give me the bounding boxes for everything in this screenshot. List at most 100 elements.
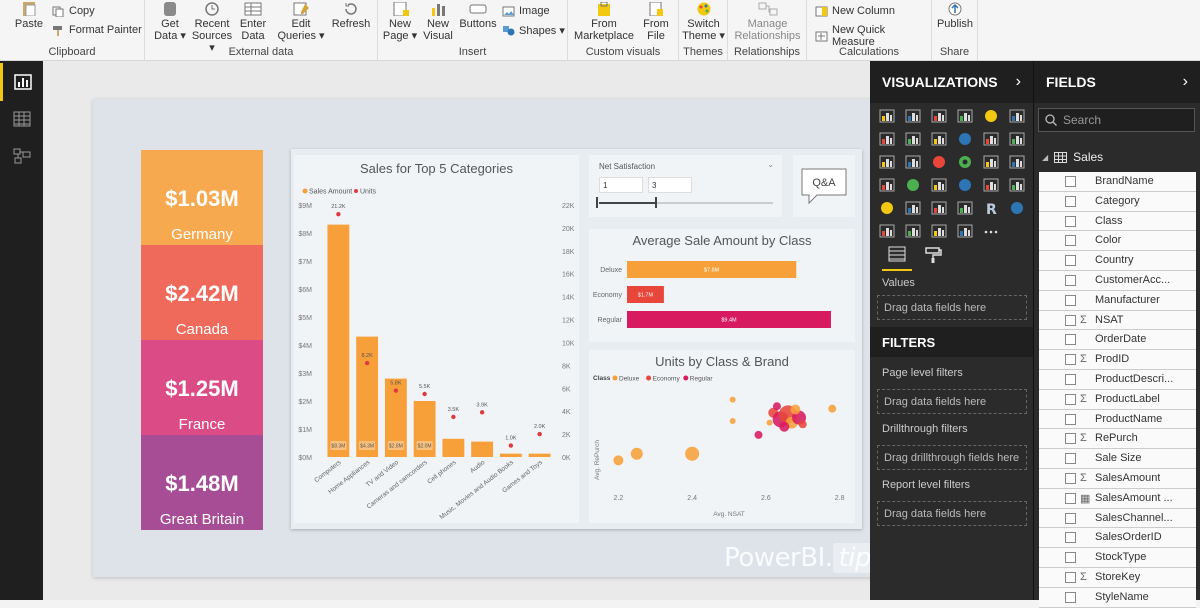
slicer-max-input[interactable]: 3 — [648, 177, 692, 193]
stacked-area-visual-icon[interactable] — [926, 128, 951, 150]
page-filters-drop-zone[interactable]: Drag data fields here — [877, 389, 1027, 414]
from-file-button[interactable]: From File — [638, 2, 674, 42]
multi-row-card-visual-icon[interactable] — [1004, 174, 1029, 196]
enter-data-button[interactable]: Enter Data — [237, 2, 269, 42]
field-checkbox[interactable] — [1065, 433, 1076, 445]
card-france[interactable]: $1.25M France — [141, 340, 263, 435]
field-item[interactable]: SalesOrderID — [1039, 528, 1196, 549]
clustered-column-visual-icon[interactable] — [952, 105, 977, 127]
format-painter-button[interactable]: Format Painter — [52, 24, 142, 36]
custom-3-visual-icon[interactable] — [926, 220, 951, 242]
point-units[interactable] — [364, 360, 370, 366]
field-item[interactable]: Σ ProdID — [1039, 350, 1196, 370]
field-checkbox[interactable] — [1065, 195, 1076, 207]
bar-sales-amount[interactable] — [356, 336, 379, 457]
chevron-down-icon[interactable]: ⌄ — [767, 160, 774, 169]
scatter-point[interactable] — [772, 402, 781, 411]
format-tab[interactable] — [918, 239, 948, 271]
scatter-visual-icon[interactable] — [900, 151, 925, 173]
field-item[interactable]: OrderDate — [1039, 330, 1196, 351]
bar-sales-amount[interactable] — [442, 438, 465, 457]
scatter-point[interactable] — [630, 447, 643, 460]
scatter-point[interactable] — [754, 430, 763, 439]
scatter-point[interactable] — [766, 419, 773, 426]
field-checkbox[interactable] — [1065, 492, 1076, 504]
field-checkbox[interactable] — [1065, 571, 1076, 583]
field-item[interactable]: ProductName — [1039, 409, 1196, 430]
buttons-button[interactable]: Buttons — [458, 2, 498, 30]
custom-2-visual-icon[interactable] — [900, 220, 925, 242]
bar-sales-amount[interactable] — [471, 441, 494, 457]
kpi-visual-icon[interactable] — [874, 197, 899, 219]
field-checkbox[interactable] — [1065, 512, 1076, 524]
scatter-point[interactable] — [685, 446, 700, 461]
data-view-button[interactable] — [0, 100, 43, 138]
copy-button[interactable]: Copy — [52, 5, 95, 17]
field-item[interactable]: BrandName — [1039, 172, 1196, 192]
field-checkbox[interactable] — [1065, 235, 1076, 247]
field-checkbox[interactable] — [1065, 373, 1076, 385]
bar-sales-amount[interactable] — [499, 453, 522, 457]
paste-button[interactable]: Paste — [12, 2, 46, 30]
scatter-point[interactable] — [790, 404, 801, 415]
bar-avg-sale[interactable] — [627, 286, 664, 303]
point-units[interactable] — [422, 391, 427, 397]
card-germany[interactable]: $1.03M Germany — [141, 150, 263, 245]
clustered-bar-visual-icon[interactable] — [926, 105, 951, 127]
slicer-min-input[interactable]: 1 — [599, 177, 643, 193]
field-item[interactable]: ▦ SalesAmount ... — [1039, 488, 1196, 509]
new-quick-measure-button[interactable]: New Quick Measure — [815, 24, 931, 48]
field-item[interactable]: Σ ProductLabel — [1039, 389, 1196, 410]
field-checkbox[interactable] — [1065, 334, 1076, 346]
field-item[interactable]: SalesChannel... — [1039, 508, 1196, 529]
field-checkbox[interactable] — [1065, 274, 1076, 286]
field-item[interactable]: Σ NSAT — [1039, 310, 1196, 331]
shape-map-visual-icon[interactable] — [900, 174, 925, 196]
get-data-button[interactable]: Get Data ▾ — [151, 2, 189, 42]
field-checkbox[interactable] — [1065, 354, 1076, 366]
custom-4-visual-icon[interactable] — [952, 220, 977, 242]
edit-queries-button[interactable]: Edit Queries ▾ — [277, 2, 325, 42]
point-units[interactable] — [537, 431, 542, 437]
field-checkbox[interactable] — [1065, 472, 1076, 484]
field-checkbox[interactable] — [1065, 393, 1076, 405]
bar-sales-amount[interactable] — [413, 401, 436, 457]
report-view-button[interactable] — [0, 63, 43, 101]
manage-relationships-button[interactable]: Manage Relationships — [730, 2, 805, 42]
bar-avg-sale[interactable] — [627, 311, 831, 328]
scatter-point[interactable] — [729, 417, 736, 424]
refresh-button[interactable]: Refresh — [331, 2, 371, 30]
point-units[interactable] — [479, 410, 485, 415]
field-checkbox[interactable] — [1065, 215, 1076, 227]
matrix-visual-icon[interactable] — [952, 197, 977, 219]
field-item[interactable]: StockType — [1039, 548, 1196, 568]
filled-map-visual-icon[interactable] — [874, 174, 899, 196]
field-item[interactable]: CustomerAcc... — [1039, 270, 1196, 291]
units-by-class-brand-chart[interactable]: Units by Class & Brand Class Deluxe Econom… — [589, 350, 855, 523]
new-page-button[interactable]: New Page ▾ — [382, 2, 418, 42]
field-item[interactable]: Color — [1039, 231, 1196, 252]
100-column-visual-icon[interactable] — [1004, 105, 1029, 127]
avg-sale-by-class-chart[interactable]: Average Sale Amount by Class Deluxe $7.8M… — [589, 229, 855, 342]
field-item[interactable]: Sale Size — [1039, 449, 1196, 469]
field-item[interactable]: Σ StoreKey — [1039, 567, 1196, 588]
treemap-visual-icon[interactable] — [978, 151, 1003, 173]
scatter-point[interactable] — [729, 396, 736, 403]
bar-sales-amount[interactable] — [528, 453, 551, 457]
fields-search-input[interactable]: Search — [1038, 108, 1195, 132]
funnel-visual-icon[interactable] — [926, 174, 951, 196]
field-checkbox[interactable] — [1065, 552, 1076, 564]
scatter-point[interactable] — [613, 455, 624, 466]
map-visual-icon[interactable] — [1004, 151, 1029, 173]
area-visual-icon[interactable] — [900, 128, 925, 150]
line-visual-icon[interactable] — [874, 128, 899, 150]
field-item[interactable]: StyleName — [1039, 587, 1196, 608]
field-checkbox[interactable] — [1065, 255, 1076, 267]
field-checkbox[interactable] — [1065, 413, 1076, 425]
more-visual-icon[interactable] — [978, 220, 1003, 242]
100-bar-visual-icon[interactable] — [978, 105, 1003, 127]
field-item[interactable]: Country — [1039, 251, 1196, 271]
field-item[interactable]: ProductDescri... — [1039, 369, 1196, 390]
field-item[interactable]: Manufacturer — [1039, 290, 1196, 311]
qa-visual[interactable]: Q&A — [793, 155, 855, 217]
